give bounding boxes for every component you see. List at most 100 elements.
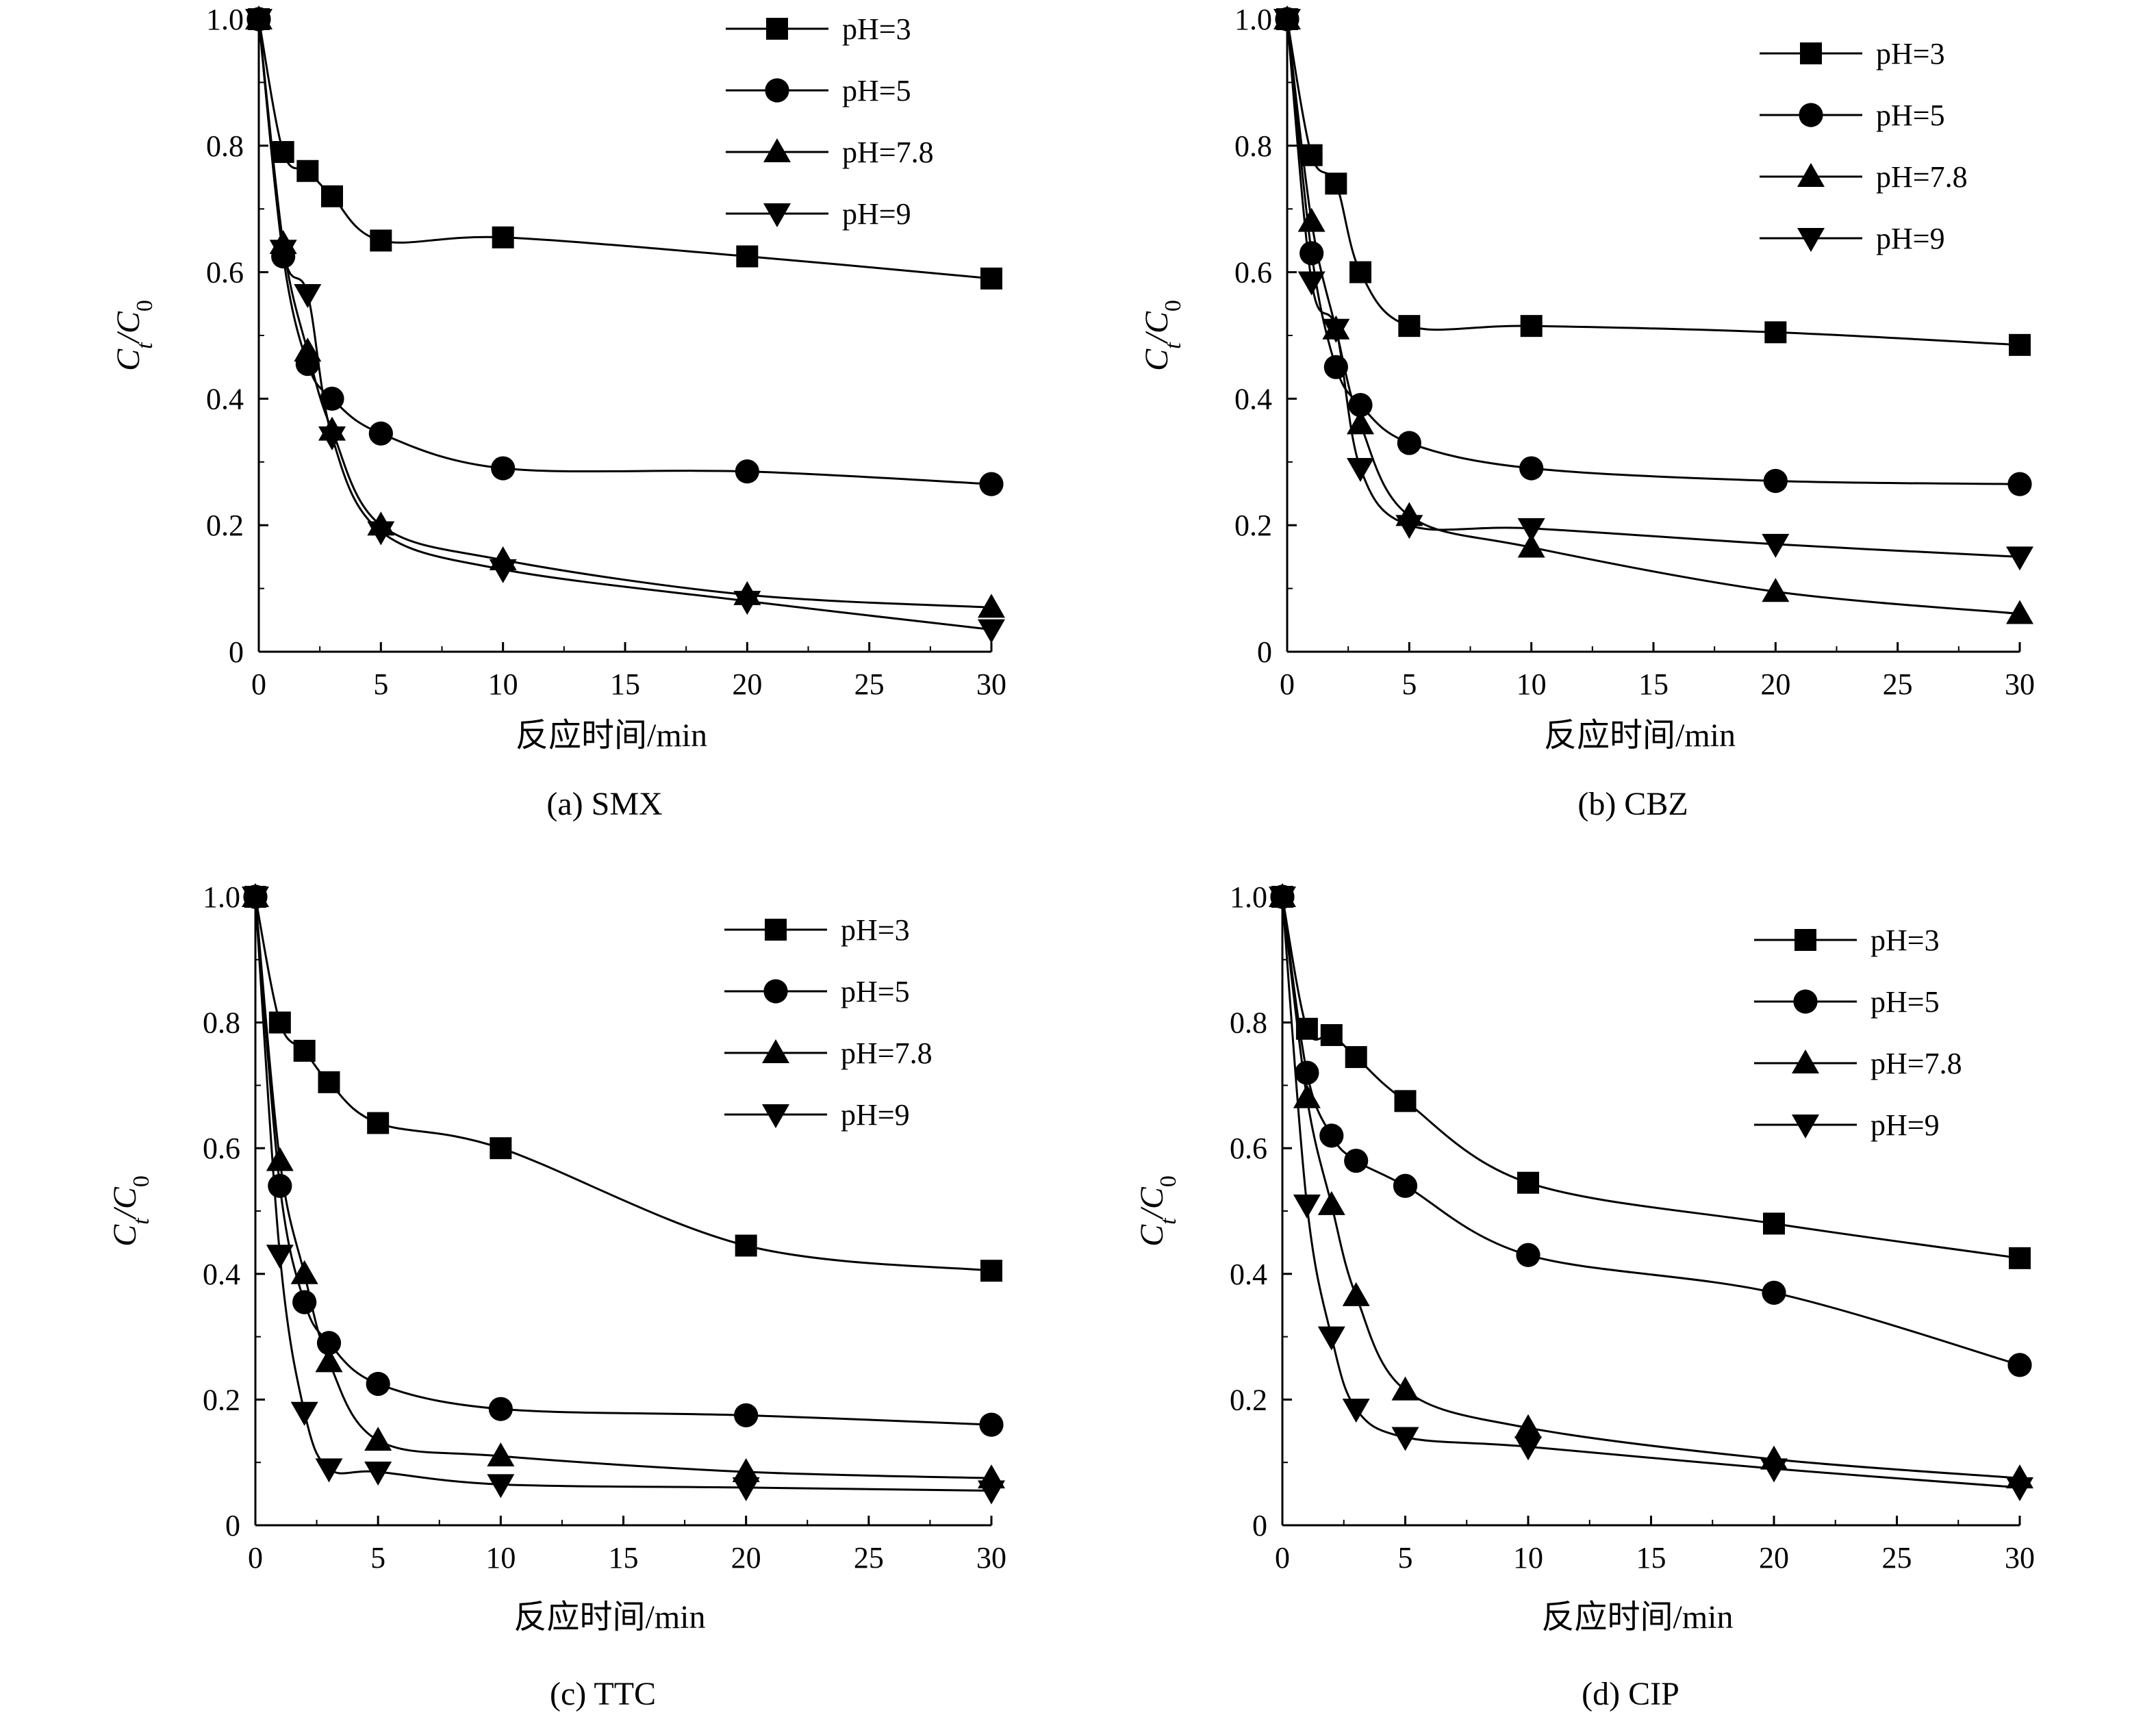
data-point [1317, 1190, 1345, 1215]
data-point [1295, 1060, 1319, 1085]
data-point [980, 267, 1002, 290]
data-point [1348, 393, 1373, 418]
y-tick-label: 0.2 [203, 1383, 240, 1416]
y-axis-title: Ct/C0 [1139, 300, 1186, 371]
x-axis-title: 反应时间/min [1541, 1599, 1733, 1635]
y-axis-title-part: C [110, 348, 147, 371]
data-point [296, 160, 319, 182]
data-point [1342, 1399, 1370, 1423]
data-point [318, 1071, 340, 1093]
x-tick-label: 10 [1513, 1541, 1543, 1575]
data-point [1391, 1376, 1419, 1401]
legend-label: pH=7.8 [841, 1036, 933, 1070]
y-axis-title-part: t [1161, 342, 1186, 349]
data-point [315, 1458, 343, 1483]
legend-marker [762, 1104, 789, 1128]
legend-label: pH=7.8 [842, 136, 934, 169]
data-point [1762, 1280, 1786, 1305]
y-axis-title: Ct/C0 [107, 1175, 154, 1247]
y-axis-title-part: 0 [132, 300, 157, 311]
series-line [254, 896, 992, 1272]
series-pH=5 [243, 884, 1004, 1437]
data-point [266, 1245, 294, 1269]
data-point [268, 1173, 292, 1198]
legend-label: pH=9 [841, 1098, 910, 1132]
legend-label: pH=5 [841, 975, 910, 1008]
data-point [1297, 207, 1326, 232]
x-tick-label: 5 [1398, 1541, 1413, 1575]
series-pH=9 [1269, 887, 2033, 1501]
legend: pH=3 pH=5 pH=7.8 pH=9 [726, 12, 934, 231]
data-point [492, 226, 514, 249]
y-tick-label: 0 [225, 1509, 240, 1542]
legend-label: pH=9 [1876, 222, 1945, 255]
legend-marker [1800, 42, 1822, 64]
legend-marker [765, 78, 789, 103]
legend-label: pH=7.8 [1876, 160, 1968, 194]
data-point [1319, 1123, 1344, 1148]
x-tick-label: 10 [488, 667, 518, 701]
data-point [1293, 1084, 1321, 1108]
y-tick-label: 0.8 [206, 129, 244, 163]
y-axis-title-part: 0 [129, 1175, 154, 1187]
data-point [1517, 1171, 1539, 1194]
data-point [1517, 518, 1545, 542]
data-point [732, 1477, 760, 1501]
y-tick-label: 0.6 [1234, 256, 1272, 290]
data-point [268, 1011, 291, 1034]
legend-label: pH=5 [842, 74, 911, 107]
x-tick-label: 25 [854, 1541, 884, 1575]
y-tick-label: 1.0 [1230, 880, 1267, 914]
data-point [2007, 472, 2032, 496]
x-axis-title: 反应时间/min [516, 717, 707, 754]
y-tick-label: 0 [229, 635, 244, 669]
data-point [1344, 1148, 1369, 1173]
y-tick-label: 0.4 [203, 1258, 240, 1291]
panel-caption: (d) CIP [1582, 1676, 1679, 1712]
y-axis-title-part: C [1134, 1224, 1170, 1247]
x-tick-label: 30 [976, 667, 1006, 701]
y-tick-label: 0.2 [1234, 509, 1272, 542]
data-point [1347, 458, 1374, 483]
legend-marker [765, 919, 787, 941]
x-tick-label: 10 [485, 1541, 516, 1575]
data-point [1760, 1458, 1788, 1483]
x-tick-label: 20 [1759, 1541, 1789, 1575]
data-point [1393, 1173, 1418, 1198]
data-point [320, 386, 344, 411]
data-point [1342, 1282, 1370, 1306]
x-tick-label: 5 [370, 1541, 385, 1575]
y-axis-title-part: /C [110, 311, 147, 344]
x-tick-label: 0 [1275, 1541, 1290, 1575]
data-point [1520, 315, 1543, 338]
data-point [1269, 887, 1296, 911]
data-point [1763, 1212, 1785, 1235]
legend-marker [763, 138, 791, 162]
panel-caption: (c) TTC [550, 1676, 656, 1712]
data-point [315, 1348, 343, 1373]
data-point [370, 229, 392, 252]
x-tick-label: 10 [1517, 667, 1547, 701]
series-pH=9 [1273, 9, 2033, 571]
panel-caption: (b) CBZ [1577, 786, 1688, 822]
x-tick-label: 15 [1636, 1541, 1666, 1575]
data-point [1763, 468, 1788, 494]
x-tick-label: 30 [2005, 1541, 2035, 1575]
series-line [257, 18, 992, 631]
data-point [732, 1457, 760, 1482]
y-axis-title-part: C [107, 1224, 143, 1247]
y-axis-title-part: /C [1134, 1186, 1170, 1220]
data-point [1394, 1090, 1417, 1112]
data-point [294, 338, 322, 362]
legend-marker [1792, 1115, 1819, 1138]
x-axis-title: 反应时间/min [513, 1599, 705, 1635]
chart-panel-3: 0 5 10 15 20 25 30 0 0.2 0.4 0.6 0.8 1.0 反应时间/min Ct/C… [107, 880, 1006, 1712]
y-axis-title-part: C [1139, 348, 1175, 371]
y-tick-label: 0.8 [203, 1006, 240, 1040]
legend-marker [1799, 103, 1823, 127]
x-tick-label: 15 [610, 667, 640, 701]
data-point [1514, 1414, 1542, 1438]
y-tick-label: 0.4 [206, 382, 244, 416]
data-point [366, 1371, 390, 1397]
